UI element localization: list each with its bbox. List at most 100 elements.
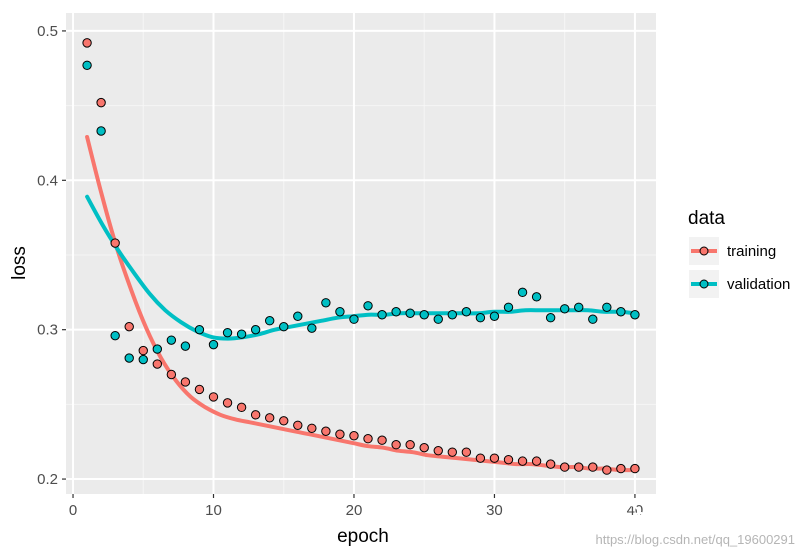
point-training bbox=[517, 456, 528, 466]
y-axis-title: loss bbox=[9, 246, 30, 280]
point-training bbox=[377, 435, 387, 445]
point-validation bbox=[236, 329, 247, 339]
point-validation bbox=[264, 316, 275, 326]
y-tick-label: 0.3 bbox=[37, 322, 58, 339]
y-tick-label: 0.2 bbox=[37, 471, 58, 488]
point-validation bbox=[349, 314, 359, 324]
point-validation bbox=[222, 327, 233, 338]
point-training bbox=[531, 456, 542, 466]
major-gridlines bbox=[66, 13, 656, 494]
point-training bbox=[602, 465, 612, 475]
point-training bbox=[363, 434, 373, 444]
point-training bbox=[166, 369, 177, 380]
point-validation bbox=[517, 287, 528, 298]
smooth-line-training bbox=[85, 135, 637, 473]
point-validation bbox=[166, 335, 177, 345]
point-validation bbox=[180, 341, 191, 351]
point-training bbox=[419, 442, 429, 453]
x-tick-label: 20 bbox=[346, 502, 363, 519]
point-validation bbox=[630, 310, 640, 320]
legend: data training validation bbox=[688, 208, 790, 298]
x-tick-label: 0 bbox=[69, 502, 77, 519]
point-validation bbox=[124, 353, 134, 363]
point-training bbox=[616, 463, 626, 474]
legend-label-validation: validation bbox=[727, 276, 790, 293]
point-training bbox=[447, 447, 458, 457]
point-training bbox=[250, 410, 261, 420]
point-training bbox=[222, 398, 233, 408]
legend-key-point-training bbox=[699, 246, 709, 256]
point-validation bbox=[447, 310, 458, 320]
point-training bbox=[461, 447, 472, 457]
point-training bbox=[503, 454, 514, 465]
point-training bbox=[82, 38, 92, 48]
point-validation bbox=[138, 354, 148, 365]
legend-key-point-validation bbox=[699, 279, 709, 289]
x-tick-label: 30 bbox=[486, 502, 503, 519]
point-training bbox=[321, 426, 331, 436]
point-validation bbox=[419, 310, 429, 320]
point-validation bbox=[96, 126, 106, 136]
y-tick-label: 0.5 bbox=[37, 23, 58, 40]
smooth-lines bbox=[85, 135, 637, 473]
point-validation bbox=[489, 311, 500, 321]
point-validation bbox=[545, 313, 556, 323]
y-axis-tick-labels: 0.2 0.3 0.4 0.5 bbox=[37, 23, 58, 488]
point-validation bbox=[405, 308, 415, 318]
point-training bbox=[475, 453, 486, 463]
point-training bbox=[489, 453, 500, 463]
data-points bbox=[82, 38, 640, 475]
point-training bbox=[545, 459, 556, 469]
point-training bbox=[559, 462, 570, 472]
point-training bbox=[433, 445, 443, 456]
point-validation bbox=[475, 313, 486, 323]
point-validation bbox=[363, 301, 373, 311]
point-training bbox=[349, 431, 359, 441]
point-training bbox=[335, 429, 345, 439]
point-training bbox=[293, 420, 303, 430]
point-training bbox=[96, 97, 106, 108]
watermark-url: https://blog.csdn.net/qq_19600291 bbox=[596, 532, 796, 547]
point-training bbox=[307, 423, 317, 433]
watermark-logo-icon bbox=[619, 503, 649, 529]
point-training bbox=[152, 359, 163, 369]
point-training bbox=[124, 321, 134, 332]
legend-item-training: training bbox=[689, 237, 776, 265]
point-validation bbox=[208, 339, 219, 350]
point-validation bbox=[82, 60, 92, 70]
point-validation bbox=[307, 323, 317, 333]
legend-title: data bbox=[688, 208, 725, 229]
point-validation bbox=[531, 292, 542, 302]
point-training bbox=[208, 392, 219, 402]
axis-ticks bbox=[62, 30, 636, 498]
point-validation bbox=[377, 310, 387, 320]
point-training bbox=[405, 440, 415, 450]
point-validation bbox=[279, 321, 289, 332]
point-training bbox=[574, 462, 584, 472]
point-validation bbox=[152, 344, 163, 354]
point-training bbox=[279, 416, 289, 426]
point-training bbox=[588, 462, 598, 472]
minor-gridlines bbox=[66, 13, 656, 494]
point-validation bbox=[194, 324, 205, 335]
point-training bbox=[110, 238, 120, 248]
point-training bbox=[180, 377, 191, 387]
point-validation bbox=[293, 311, 303, 321]
point-validation bbox=[250, 324, 261, 335]
watermark-brand: 拓端数据部落 bbox=[655, 508, 757, 528]
watermark: 拓端数据部落 https://blog.csdn.net/qq_19600291 bbox=[596, 503, 796, 547]
point-validation bbox=[321, 298, 331, 308]
point-training bbox=[264, 413, 275, 423]
point-validation bbox=[461, 307, 472, 317]
y-tick-label: 0.4 bbox=[37, 172, 58, 189]
plot-panel bbox=[66, 13, 656, 494]
point-validation bbox=[335, 307, 345, 317]
point-validation bbox=[616, 307, 626, 317]
point-training bbox=[194, 384, 205, 395]
point-training bbox=[138, 345, 148, 356]
x-axis-title: epoch bbox=[337, 526, 389, 547]
legend-item-validation: validation bbox=[689, 270, 790, 298]
point-validation bbox=[559, 304, 570, 314]
x-axis-tick-labels: 0 10 20 30 40 bbox=[69, 502, 643, 519]
